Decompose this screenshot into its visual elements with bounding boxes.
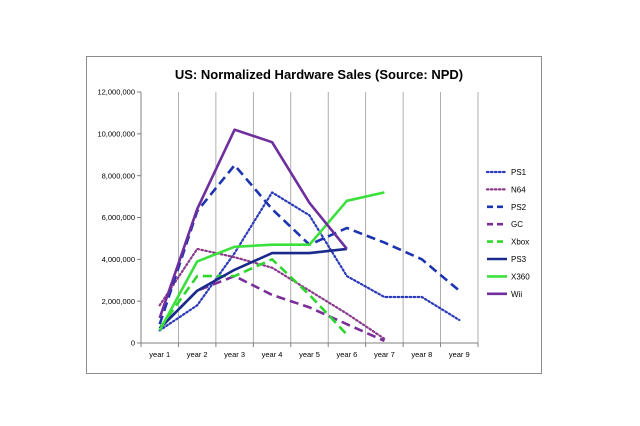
x-tick-label: year 3 (224, 350, 245, 359)
y-tick-label: 0 (131, 339, 135, 348)
chart-frame: US: Normalized Hardware Sales (Source: N… (86, 56, 542, 374)
series-line-x360 (158, 191, 385, 332)
x-tick-label: year 7 (374, 350, 395, 359)
chart-title: US: Normalized Hardware Sales (Source: N… (175, 67, 463, 82)
legend-label-ps3: PS3 (511, 255, 527, 264)
x-tick-label: year 4 (262, 350, 283, 359)
y-tick-label: 6,000,000 (102, 213, 135, 222)
series-line-n64 (158, 247, 386, 340)
series-line-xbox (158, 258, 348, 336)
y-tick-label: 4,000,000 (102, 255, 135, 264)
y-tick-label: 12,000,000 (97, 88, 135, 97)
legend-label-xbox: Xbox (511, 238, 529, 247)
y-tick-label: 8,000,000 (102, 171, 135, 180)
series-line-gc (158, 274, 385, 343)
legend-label-ps1: PS1 (511, 168, 527, 177)
series-line-ps1 (158, 191, 461, 332)
y-tick-label: 2,000,000 (102, 297, 135, 306)
x-tick-label: year 1 (149, 350, 170, 359)
grid (140, 92, 479, 343)
legend-label-wii: Wii (511, 290, 522, 299)
legend-label-ps2: PS2 (511, 203, 527, 212)
line-chart: US: Normalized Hardware Sales (Source: N… (97, 67, 530, 359)
x-tick-label: year 8 (411, 350, 432, 359)
x-tick-label: year 2 (187, 350, 208, 359)
series-line-ps3 (158, 247, 348, 330)
legend-label-x360: X360 (511, 272, 530, 281)
x-tick-label: year 9 (449, 350, 470, 359)
legend-label-gc: GC (511, 220, 523, 229)
legend: PS1 N64 PS2 GC Xbox PS3 X360 Wii (485, 168, 530, 299)
x-tick-label: year 6 (337, 350, 358, 359)
x-tick-label: year 5 (299, 350, 320, 359)
legend-label-n64: N64 (511, 185, 526, 194)
series-line-wii (158, 128, 348, 319)
axes: 0 2,000,000 4,000,000 6,000,000 8,000,000 10,… (97, 88, 479, 359)
y-tick-label: 10,000,000 (97, 129, 135, 138)
series (158, 128, 461, 343)
